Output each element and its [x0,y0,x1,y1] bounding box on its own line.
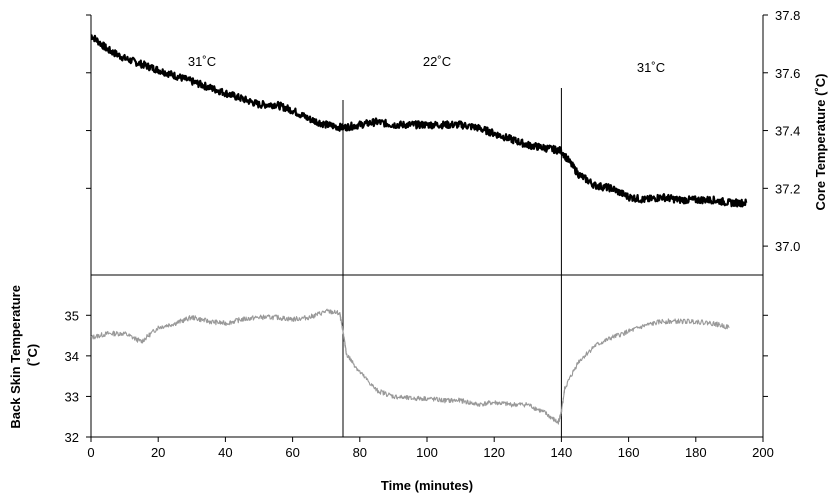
x-tick-label: 200 [752,445,774,460]
x-tick-label: 140 [551,445,573,460]
core-temp-axis-title: Core Temperature (˚C) [813,73,828,210]
core-y-tick-label: 37.2 [775,181,800,196]
x-axis-title: Time (minutes) [381,478,473,493]
x-tick-label: 0 [87,445,94,460]
x-tick-label: 120 [483,445,505,460]
core-y-tick-label: 37.0 [775,239,800,254]
tick-labels: 0 20 40 60 80 100 120 140 160 180 200 32 33 34 35 37.0 3… [65,8,801,460]
x-tick-label: 80 [353,445,367,460]
skin-temp-axis-title: Back Skin Temperature (˚C) [8,281,40,428]
skin-y-tick-label: 33 [65,389,79,404]
x-tick-label: 20 [151,445,165,460]
phase-boundary-lines [342,88,562,437]
core-y-tick-label: 37.8 [775,8,800,23]
skin-temp-axis-title-line-2: (˚C) [25,344,40,366]
tick-marks [86,14,768,442]
core-y-tick-label: 37.6 [775,66,800,81]
core-y-tick-label: 37.4 [775,124,800,139]
skin-y-tick-label: 35 [65,308,79,323]
x-tick-label: 40 [218,445,232,460]
skin-y-tick-label: 32 [65,430,79,445]
series-layer [90,34,748,425]
x-tick-label: 100 [416,445,438,460]
skin-temp-axis-title-line-1: Back Skin Temperature [8,285,23,429]
annotation-phase-1: 31˚C [188,54,216,69]
x-tick-label: 180 [685,445,707,460]
x-tick-label: 60 [285,445,299,460]
annotation-phase-2: 22˚C [423,54,451,69]
x-tick-label: 160 [618,445,640,460]
skin-temperature-line [90,308,730,425]
core-temperature-line [90,34,748,208]
skin-y-tick-label: 34 [65,349,79,364]
annotation-phase-3: 31˚C [637,60,665,75]
